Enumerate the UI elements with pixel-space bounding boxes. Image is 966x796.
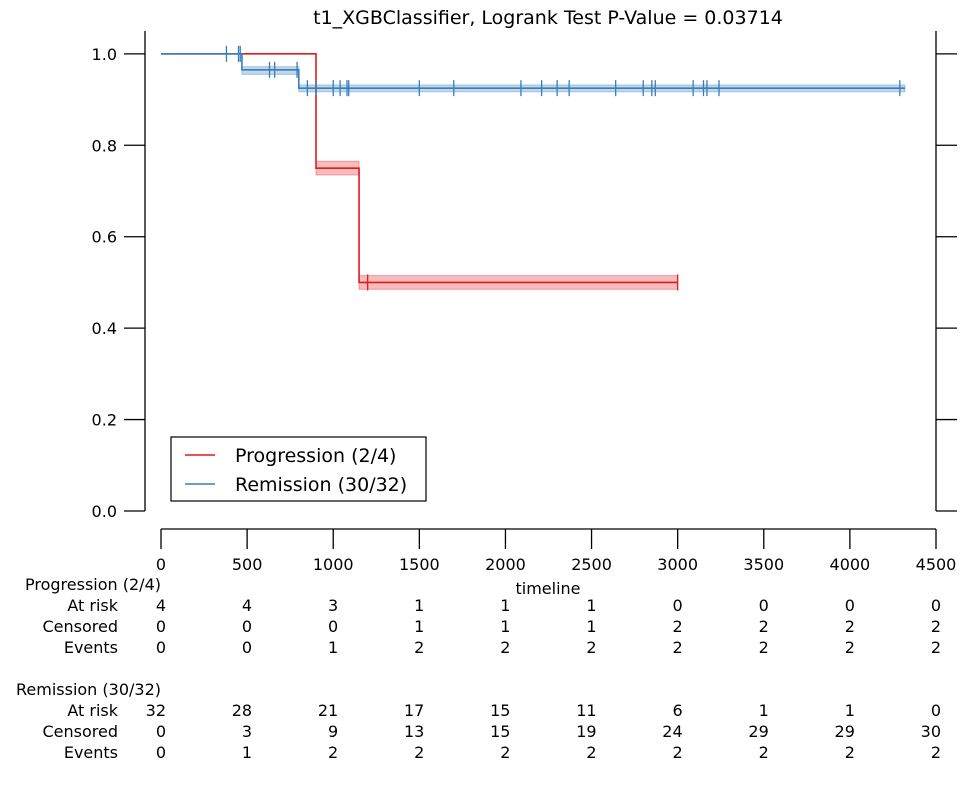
table-cell-1-1-6: 24 [662, 722, 682, 741]
table-cell-1-2-8: 2 [845, 743, 855, 762]
x-axis-label: timeline [515, 579, 580, 598]
table-cell-0-0-1: 4 [242, 596, 252, 615]
table-group-title-1: Remission (30/32) [16, 680, 161, 699]
table-cell-0-2-8: 2 [845, 638, 855, 657]
table-cell-1-0-5: 11 [576, 701, 596, 720]
legend-box [170, 436, 427, 502]
table-cell-0-2-2: 1 [328, 638, 338, 657]
x-tick-label-8: 4000 [830, 555, 871, 574]
table-cell-0-2-9: 2 [931, 638, 941, 657]
table-cell-1-0-7: 1 [759, 701, 769, 720]
survival-curves [161, 53, 905, 284]
x-tick-label-0: 0 [156, 555, 166, 574]
table-cell-1-2-2: 2 [328, 743, 338, 762]
table-cell-1-1-5: 19 [576, 722, 596, 741]
x-tick-label-5: 2500 [571, 555, 612, 574]
table-cell-1-1-2: 9 [328, 722, 338, 741]
table-cell-1-2-3: 2 [414, 743, 424, 762]
y-tick-label-3: 0.6 [92, 228, 117, 247]
table-cell-1-1-7: 29 [748, 722, 768, 741]
legend-label-series-1: Remission (30/32) [235, 474, 407, 496]
table-cell-1-1-1: 3 [242, 722, 252, 741]
survival-line-series-0 [161, 53, 678, 284]
table-cell-0-0-6: 0 [672, 596, 682, 615]
table-cell-1-2-7: 2 [759, 743, 769, 762]
table-cell-0-1-0: 0 [156, 617, 166, 636]
table-cell-1-2-1: 1 [242, 743, 252, 762]
table-cell-1-2-9: 2 [931, 743, 941, 762]
table-cell-1-1-0: 0 [156, 722, 166, 741]
table-cell-0-2-3: 2 [414, 638, 424, 657]
table-cell-1-1-4: 15 [490, 722, 510, 741]
table-cell-0-1-4: 1 [500, 617, 510, 636]
axes: 0.0 0.2 0.4 0.6 0.8 1.0 0 500 1000 1500 2000 2500 30… [92, 31, 957, 574]
confidence-bands [241, 66, 906, 290]
table-cell-0-2-6: 2 [672, 638, 682, 657]
at-risk-table: Progression (2/4)At risk 4 4 3 1 1 1 0 0 0 0Censor… [16, 575, 941, 762]
table-cell-1-0-3: 17 [404, 701, 424, 720]
table-cell-1-0-1: 28 [232, 701, 252, 720]
table-cell-0-2-7: 2 [759, 638, 769, 657]
x-tick-label-7: 3500 [743, 555, 784, 574]
table-cell-0-0-3: 1 [414, 596, 424, 615]
table-cell-1-0-0: 32 [146, 701, 166, 720]
table-cell-0-0-9: 0 [931, 596, 941, 615]
y-tick-label-2: 0.4 [92, 319, 117, 338]
table-cell-1-0-9: 0 [931, 701, 941, 720]
table-cell-0-2-0: 0 [156, 638, 166, 657]
y-tick-label-4: 0.8 [92, 136, 117, 155]
table-cell-0-1-3: 1 [414, 617, 424, 636]
y-tick-label-5: 1.0 [92, 45, 117, 64]
table-row-label-1-1: Censored [42, 722, 118, 741]
y-tick-label-1: 0.2 [92, 411, 117, 430]
x-tick-label-9: 4500 [916, 555, 957, 574]
table-cell-0-0-0: 4 [156, 596, 166, 615]
table-cell-0-1-5: 1 [586, 617, 596, 636]
table-cell-0-0-4: 1 [500, 596, 510, 615]
table-cell-1-1-8: 29 [835, 722, 855, 741]
table-cell-1-1-3: 13 [404, 722, 424, 741]
x-tick-label-1: 500 [232, 555, 263, 574]
table-row-label-1-2: Events [64, 743, 118, 762]
table-cell-0-2-1: 0 [242, 638, 252, 657]
table-row-label-0-0: At risk [67, 596, 118, 615]
table-cell-1-2-5: 2 [586, 743, 596, 762]
table-row-label-0-1: Censored [42, 617, 118, 636]
table-cell-0-1-2: 0 [328, 617, 338, 636]
survival-line-series-1 [161, 53, 905, 89]
x-tick-label-4: 2000 [485, 555, 526, 574]
table-cell-0-0-8: 0 [845, 596, 855, 615]
x-tick-label-2: 1000 [313, 555, 354, 574]
table-cell-1-2-0: 0 [156, 743, 166, 762]
x-tick-label-3: 1500 [399, 555, 440, 574]
table-cell-1-0-6: 6 [672, 701, 682, 720]
table-cell-0-2-5: 2 [586, 638, 596, 657]
table-cell-1-2-4: 2 [500, 743, 510, 762]
y-tick-label-0: 0.0 [92, 502, 117, 521]
table-cell-0-1-8: 2 [845, 617, 855, 636]
table-cell-0-2-4: 2 [500, 638, 510, 657]
table-cell-0-0-2: 3 [328, 596, 338, 615]
table-cell-1-0-2: 21 [318, 701, 338, 720]
legend: Progression (2/4) Remission (30/32) [170, 436, 427, 502]
table-cell-1-1-9: 30 [921, 722, 941, 741]
table-cell-0-0-7: 0 [759, 596, 769, 615]
table-cell-0-1-9: 2 [931, 617, 941, 636]
x-tick-label-6: 3000 [657, 555, 698, 574]
table-row-label-1-0: At risk [67, 701, 118, 720]
table-cell-0-0-5: 1 [586, 596, 596, 615]
table-cell-1-0-8: 1 [845, 701, 855, 720]
table-cell-1-0-4: 15 [490, 701, 510, 720]
censor-marks [225, 45, 901, 291]
table-cell-0-1-1: 0 [242, 617, 252, 636]
table-cell-0-1-7: 2 [759, 617, 769, 636]
table-row-label-0-2: Events [64, 638, 118, 657]
chart-title: t1_XGBClassifier, Logrank Test P-Value =… [313, 7, 783, 29]
table-cell-1-2-6: 2 [672, 743, 682, 762]
table-group-title-0: Progression (2/4) [25, 575, 161, 594]
table-cell-0-1-6: 2 [672, 617, 682, 636]
legend-label-series-0: Progression (2/4) [235, 445, 396, 467]
